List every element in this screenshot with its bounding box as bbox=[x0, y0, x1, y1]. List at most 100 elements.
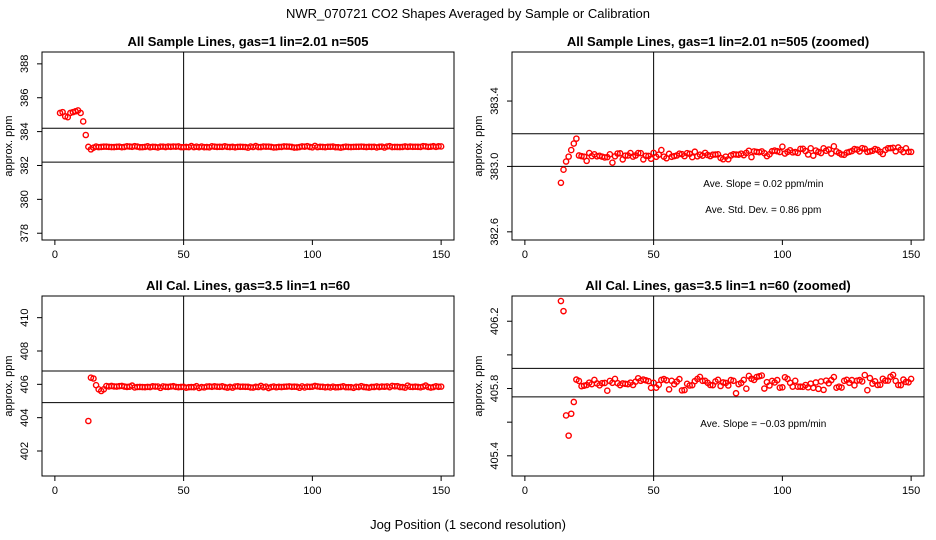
data-point bbox=[828, 150, 835, 157]
plot-frame bbox=[511, 51, 925, 241]
data-point bbox=[807, 144, 815, 152]
data-point bbox=[712, 151, 719, 158]
panel-title: All Sample Lines, gas=1 lin=2.01 n=505 bbox=[128, 34, 369, 49]
data-point bbox=[634, 149, 642, 157]
data-point bbox=[876, 381, 884, 389]
data-point bbox=[560, 166, 567, 174]
data-point bbox=[603, 387, 611, 395]
data-point bbox=[622, 152, 629, 159]
data-point bbox=[570, 140, 578, 147]
data-point bbox=[887, 144, 894, 152]
x-tick-label: 50 bbox=[648, 249, 660, 261]
data-point bbox=[578, 152, 585, 160]
data-point bbox=[776, 384, 784, 391]
y-tick-label: 382 bbox=[19, 156, 31, 174]
data-points bbox=[557, 297, 915, 439]
data-point bbox=[902, 378, 910, 386]
data-point bbox=[567, 146, 575, 154]
panel-4: All Cal. Lines, gas=3.5 lin=1 n=60 (zoom… bbox=[473, 278, 925, 497]
y-tick-label: 383.4 bbox=[489, 87, 501, 115]
panel-title: All Sample Lines, gas=1 lin=2.01 n=505 (… bbox=[567, 34, 869, 49]
data-point bbox=[435, 383, 442, 391]
data-point bbox=[598, 379, 606, 387]
data-point bbox=[676, 375, 683, 383]
data-point bbox=[866, 374, 874, 382]
data-point bbox=[861, 371, 869, 379]
data-point bbox=[560, 307, 567, 315]
data-point bbox=[874, 381, 881, 389]
y-tick-label: 380 bbox=[19, 190, 31, 208]
panel-title: All Cal. Lines, gas=3.5 lin=1 n=60 bbox=[146, 278, 350, 293]
data-point bbox=[838, 384, 845, 391]
data-point bbox=[882, 377, 889, 384]
x-tick-label: 50 bbox=[648, 485, 660, 497]
figure-title: NWR_070721 CO2 Shapes Averaged by Sample… bbox=[286, 6, 650, 21]
panel-1: All Sample Lines, gas=1 lin=2.01 n=505 0 5… bbox=[3, 34, 455, 261]
y-tick-label: 410 bbox=[19, 308, 31, 326]
y-axis-label: approx. ppm bbox=[473, 115, 485, 176]
x-tick-label: 150 bbox=[432, 249, 450, 261]
y-tick-label: 406.2 bbox=[489, 307, 501, 335]
data-point bbox=[851, 382, 858, 389]
figure-x-label: Jog Position (1 second resolution) bbox=[370, 517, 566, 532]
data-point bbox=[820, 386, 827, 394]
data-point bbox=[817, 149, 825, 157]
data-point bbox=[642, 152, 650, 160]
data-points bbox=[557, 135, 915, 187]
data-point bbox=[85, 417, 92, 425]
data-point bbox=[79, 118, 87, 125]
annotation: Ave. Slope = −0.03 ppm/min bbox=[700, 419, 826, 430]
x-tick-label: 100 bbox=[303, 249, 321, 261]
data-point bbox=[758, 372, 766, 379]
data-point bbox=[897, 381, 905, 389]
data-point bbox=[730, 377, 737, 385]
data-point bbox=[740, 376, 748, 384]
data-point bbox=[583, 157, 590, 165]
y-axis-label: approx. ppm bbox=[473, 355, 485, 416]
y-tick-label: 406 bbox=[19, 375, 31, 393]
data-point bbox=[830, 373, 838, 381]
data-point bbox=[743, 385, 750, 392]
x-tick-label: 0 bbox=[52, 249, 58, 261]
y-tick-label: 384 bbox=[19, 122, 31, 140]
data-point bbox=[435, 143, 442, 150]
data-points bbox=[85, 374, 445, 425]
data-point bbox=[797, 145, 804, 153]
data-point bbox=[907, 148, 915, 156]
x-tick-label: 50 bbox=[178, 485, 190, 497]
x-tick-label: 150 bbox=[432, 485, 450, 497]
data-point bbox=[676, 150, 683, 157]
data-point bbox=[686, 382, 693, 389]
panel-title: All Cal. Lines, gas=3.5 lin=1 n=60 (zoom… bbox=[585, 278, 851, 293]
data-point bbox=[601, 154, 609, 161]
y-tick-label: 404 bbox=[19, 408, 31, 426]
plot-frame bbox=[41, 295, 455, 477]
data-point bbox=[614, 150, 621, 157]
data-point bbox=[725, 382, 732, 389]
data-point bbox=[557, 297, 565, 305]
y-axis-label: approx. ppm bbox=[3, 355, 15, 416]
x-tick-label: 0 bbox=[522, 485, 528, 497]
data-point bbox=[637, 149, 645, 157]
data-point bbox=[748, 153, 755, 161]
data-point bbox=[678, 387, 686, 394]
y-axis-label: approx. ppm bbox=[3, 115, 15, 176]
data-point bbox=[706, 381, 714, 389]
annotation: Ave. Slope = 0.02 ppm/min bbox=[703, 179, 823, 190]
panels-group: All Sample Lines, gas=1 lin=2.01 n=505 0 5… bbox=[3, 34, 925, 497]
data-point bbox=[681, 386, 688, 394]
data-point bbox=[773, 376, 781, 384]
data-point bbox=[437, 143, 445, 150]
data-points bbox=[56, 107, 445, 153]
y-tick-label: 405.4 bbox=[489, 442, 501, 470]
data-point bbox=[567, 410, 575, 418]
data-point bbox=[573, 135, 580, 142]
data-point bbox=[779, 143, 786, 150]
panel-3: All Cal. Lines, gas=3.5 lin=1 n=60 0 50 100… bbox=[3, 278, 455, 497]
data-point bbox=[714, 376, 722, 384]
plot-frame bbox=[511, 295, 925, 477]
y-tick-label: 405.8 bbox=[489, 375, 501, 403]
data-point bbox=[575, 377, 583, 385]
